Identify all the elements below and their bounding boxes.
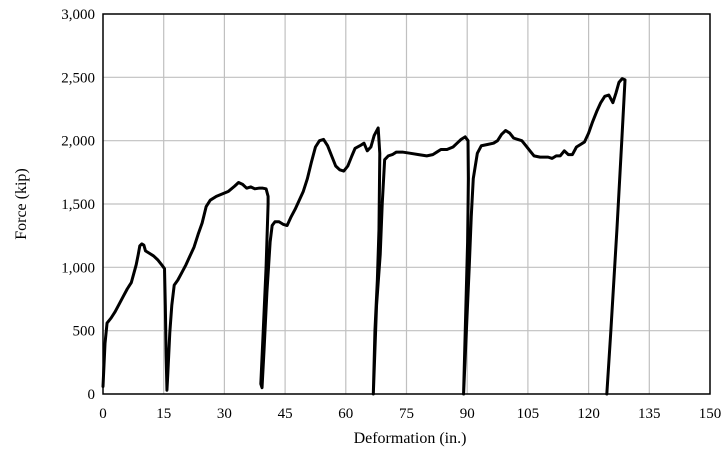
plot-frame bbox=[102, 13, 711, 395]
x-tick-label: 30 bbox=[217, 406, 232, 422]
x-tick-label: 90 bbox=[460, 406, 475, 422]
y-tick-label: 500 bbox=[73, 324, 96, 340]
y-tick-label: 0 bbox=[88, 387, 96, 403]
y-tick-label: 3,000 bbox=[61, 7, 95, 23]
x-tick-label: 150 bbox=[699, 406, 722, 422]
x-tick-label: 0 bbox=[99, 406, 107, 422]
y-axis-ticks: 0 500 1,000 1,500 2,000 2,500 3,000 bbox=[61, 7, 95, 403]
x-axis-ticks: 0 15 30 45 60 75 90 105 120 135 150 bbox=[99, 406, 721, 422]
y-tick-label: 1,000 bbox=[61, 260, 95, 276]
x-tick-label: 120 bbox=[577, 406, 600, 422]
x-tick-label: 75 bbox=[399, 406, 414, 422]
y-tick-label: 1,500 bbox=[61, 197, 95, 213]
y-tick-label: 2,500 bbox=[61, 70, 95, 86]
x-axis-label: Deformation (in.) bbox=[354, 430, 467, 447]
x-tick-label: 60 bbox=[338, 406, 353, 422]
x-tick-label: 45 bbox=[278, 406, 293, 422]
x-tick-label: 135 bbox=[638, 406, 661, 422]
y-axis-label: Force (kip) bbox=[13, 168, 30, 240]
plot-area bbox=[101, 77, 627, 396]
hysteresis-series-line bbox=[101, 77, 627, 396]
x-tick-label: 105 bbox=[517, 406, 540, 422]
x-tick-label: 15 bbox=[156, 406, 171, 422]
y-tick-label: 2,000 bbox=[61, 134, 95, 150]
